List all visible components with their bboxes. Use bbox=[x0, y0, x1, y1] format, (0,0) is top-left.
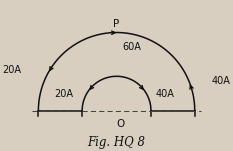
Text: O: O bbox=[116, 119, 125, 129]
Text: 40A: 40A bbox=[156, 89, 175, 99]
Text: 60A: 60A bbox=[123, 42, 142, 52]
Text: 20A: 20A bbox=[2, 65, 21, 75]
Text: 40A: 40A bbox=[212, 76, 231, 86]
Text: Fig. HQ 8: Fig. HQ 8 bbox=[88, 137, 145, 149]
Text: 20A: 20A bbox=[55, 89, 74, 99]
Text: P: P bbox=[113, 19, 120, 29]
